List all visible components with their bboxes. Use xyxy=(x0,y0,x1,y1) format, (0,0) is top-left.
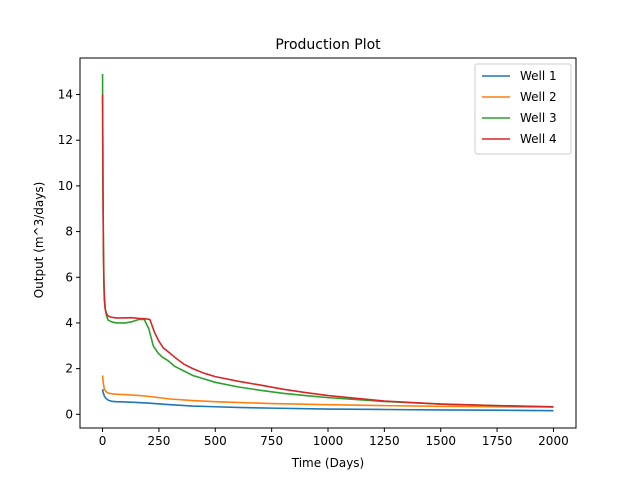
y-axis-label: Output (m^3/days) xyxy=(32,182,46,299)
series-line-well-1 xyxy=(101,389,554,412)
x-axis-label: Time (Days) xyxy=(291,456,365,470)
x-tick-label: 1750 xyxy=(482,434,513,448)
x-tick-label: 1000 xyxy=(313,434,344,448)
legend-label: Well 1 xyxy=(520,69,557,83)
legend-label: Well 3 xyxy=(520,111,557,125)
series-line-well-4 xyxy=(101,94,554,408)
y-tick-label: 4 xyxy=(65,316,73,330)
series-line-well-2 xyxy=(101,375,554,408)
x-tick-label: 2000 xyxy=(538,434,569,448)
x-tick-label: 0 xyxy=(99,434,107,448)
plot-area: 0 250 500 750 1000 1250 1500 1750 2000 0 2 4 6 8 10 12 1… xyxy=(58,57,577,448)
legend: Well 1 Well 2 Well 3 Well 4 xyxy=(474,63,572,155)
y-tick-label: 14 xyxy=(58,88,73,102)
legend-label: Well 4 xyxy=(520,132,557,146)
x-tick-label: 250 xyxy=(147,434,170,448)
chart-title: Production Plot xyxy=(275,37,381,53)
x-tick-label: 750 xyxy=(260,434,283,448)
y-tick-label: 10 xyxy=(58,179,73,193)
legend-label: Well 2 xyxy=(520,90,557,104)
legend-box xyxy=(474,63,572,155)
y-tick-label: 0 xyxy=(65,407,73,421)
y-tick-label: 2 xyxy=(65,362,73,376)
y-tick-label: 12 xyxy=(58,133,73,147)
x-tick-label: 1250 xyxy=(369,434,400,448)
x-tick-label: 1500 xyxy=(425,434,456,448)
x-tick-label: 500 xyxy=(204,434,227,448)
y-tick-label: 6 xyxy=(65,270,73,284)
y-tick-label: 8 xyxy=(65,225,73,239)
